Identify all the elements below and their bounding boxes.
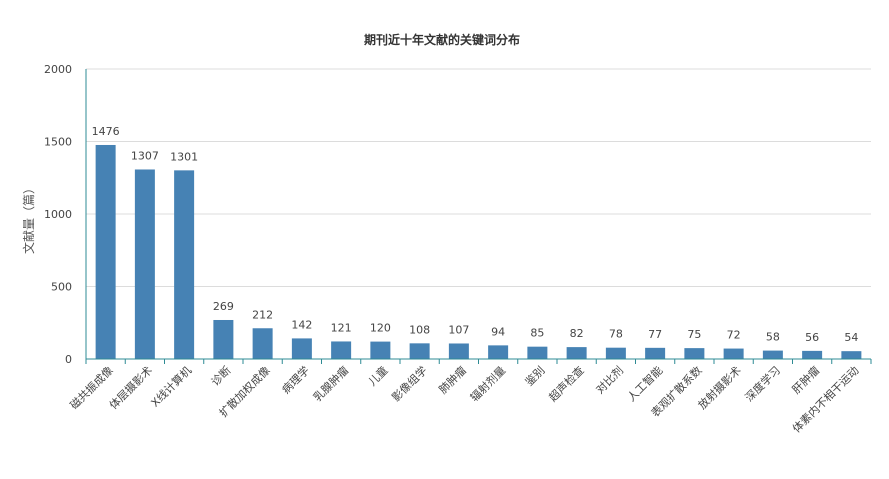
x-tick-label: 病理学 — [279, 363, 312, 396]
data-label: 120 — [370, 322, 391, 335]
bar[interactable] — [252, 328, 273, 359]
y-axis-label: 文献量（篇） — [21, 182, 36, 254]
data-label: 72 — [727, 329, 741, 342]
bar[interactable] — [291, 338, 312, 359]
data-label: 58 — [766, 331, 780, 344]
bar[interactable] — [95, 144, 116, 359]
data-label: 1307 — [131, 149, 159, 162]
data-label: 94 — [491, 325, 505, 338]
x-tick-label: 肺肿瘤 — [436, 363, 469, 396]
bar[interactable] — [488, 345, 509, 359]
axes — [85, 69, 872, 364]
x-tick-label: 儿童 — [365, 363, 390, 388]
x-tick-label: 鉴别 — [523, 364, 548, 389]
y-tick-label: 2000 — [44, 63, 72, 76]
data-label: 108 — [409, 323, 430, 336]
bar[interactable] — [841, 351, 862, 359]
data-label: 121 — [331, 321, 352, 334]
bar[interactable] — [566, 347, 587, 359]
bar[interactable] — [331, 341, 352, 359]
bar[interactable] — [370, 341, 391, 359]
bar[interactable] — [409, 343, 430, 359]
x-tick-label: 放射摄影术 — [695, 363, 744, 412]
bar[interactable] — [723, 348, 744, 359]
bar[interactable] — [605, 347, 626, 359]
x-tick-label: X线计算机 — [148, 363, 194, 409]
data-label: 78 — [609, 328, 623, 341]
bar[interactable] — [802, 350, 823, 359]
x-tick-label: 人工智能 — [624, 363, 665, 404]
bar[interactable] — [684, 348, 705, 359]
data-label: 85 — [530, 327, 544, 340]
x-tick-label: 对比剂 — [593, 363, 626, 396]
data-label: 77 — [648, 328, 662, 341]
y-tick-label: 500 — [51, 281, 72, 294]
bar[interactable] — [213, 319, 234, 359]
data-label: 75 — [687, 328, 701, 341]
y-tick-label: 1000 — [44, 208, 72, 221]
bar[interactable] — [762, 350, 783, 359]
x-tick-label: 体素内不相干运动 — [789, 363, 861, 435]
data-label: 54 — [844, 331, 858, 344]
bars — [95, 144, 862, 359]
data-label: 212 — [252, 308, 273, 321]
x-tick-label: 超声检查 — [546, 363, 587, 404]
x-tick-label: 体层摄影术 — [106, 363, 155, 412]
bar[interactable] — [645, 347, 666, 359]
x-tick-label: 乳腺肿瘤 — [310, 363, 351, 404]
data-label: 1476 — [92, 125, 120, 138]
y-tick-label: 1500 — [44, 136, 72, 149]
x-tick-label: 影像组学 — [389, 363, 430, 404]
bar[interactable] — [174, 170, 195, 359]
x-tick-label: 深度学习 — [742, 363, 783, 404]
bar[interactable] — [134, 169, 155, 359]
y-axis-ticks: 0 500 1000 1500 2000 — [44, 63, 72, 366]
data-label: 269 — [213, 300, 234, 313]
data-label: 56 — [805, 331, 819, 344]
bar[interactable] — [527, 346, 548, 359]
data-label: 107 — [448, 323, 469, 336]
y-tick-label: 0 — [65, 353, 72, 366]
x-tick-label: 肝肿瘤 — [789, 363, 822, 396]
chart-title: 期刊近十年文献的关键词分布 — [364, 32, 520, 47]
data-labels: 1476 1307 1301 269 212 142 121 120 108 107 94 85 82 7… — [92, 125, 859, 344]
data-label: 1301 — [170, 150, 198, 163]
x-tick-label: 诊断 — [208, 363, 233, 388]
data-label: 82 — [570, 327, 584, 340]
grid-lines — [86, 68, 871, 287]
data-label: 142 — [291, 318, 312, 331]
x-tick-label: 辐射剂量 — [467, 363, 508, 404]
bar[interactable] — [448, 343, 469, 359]
